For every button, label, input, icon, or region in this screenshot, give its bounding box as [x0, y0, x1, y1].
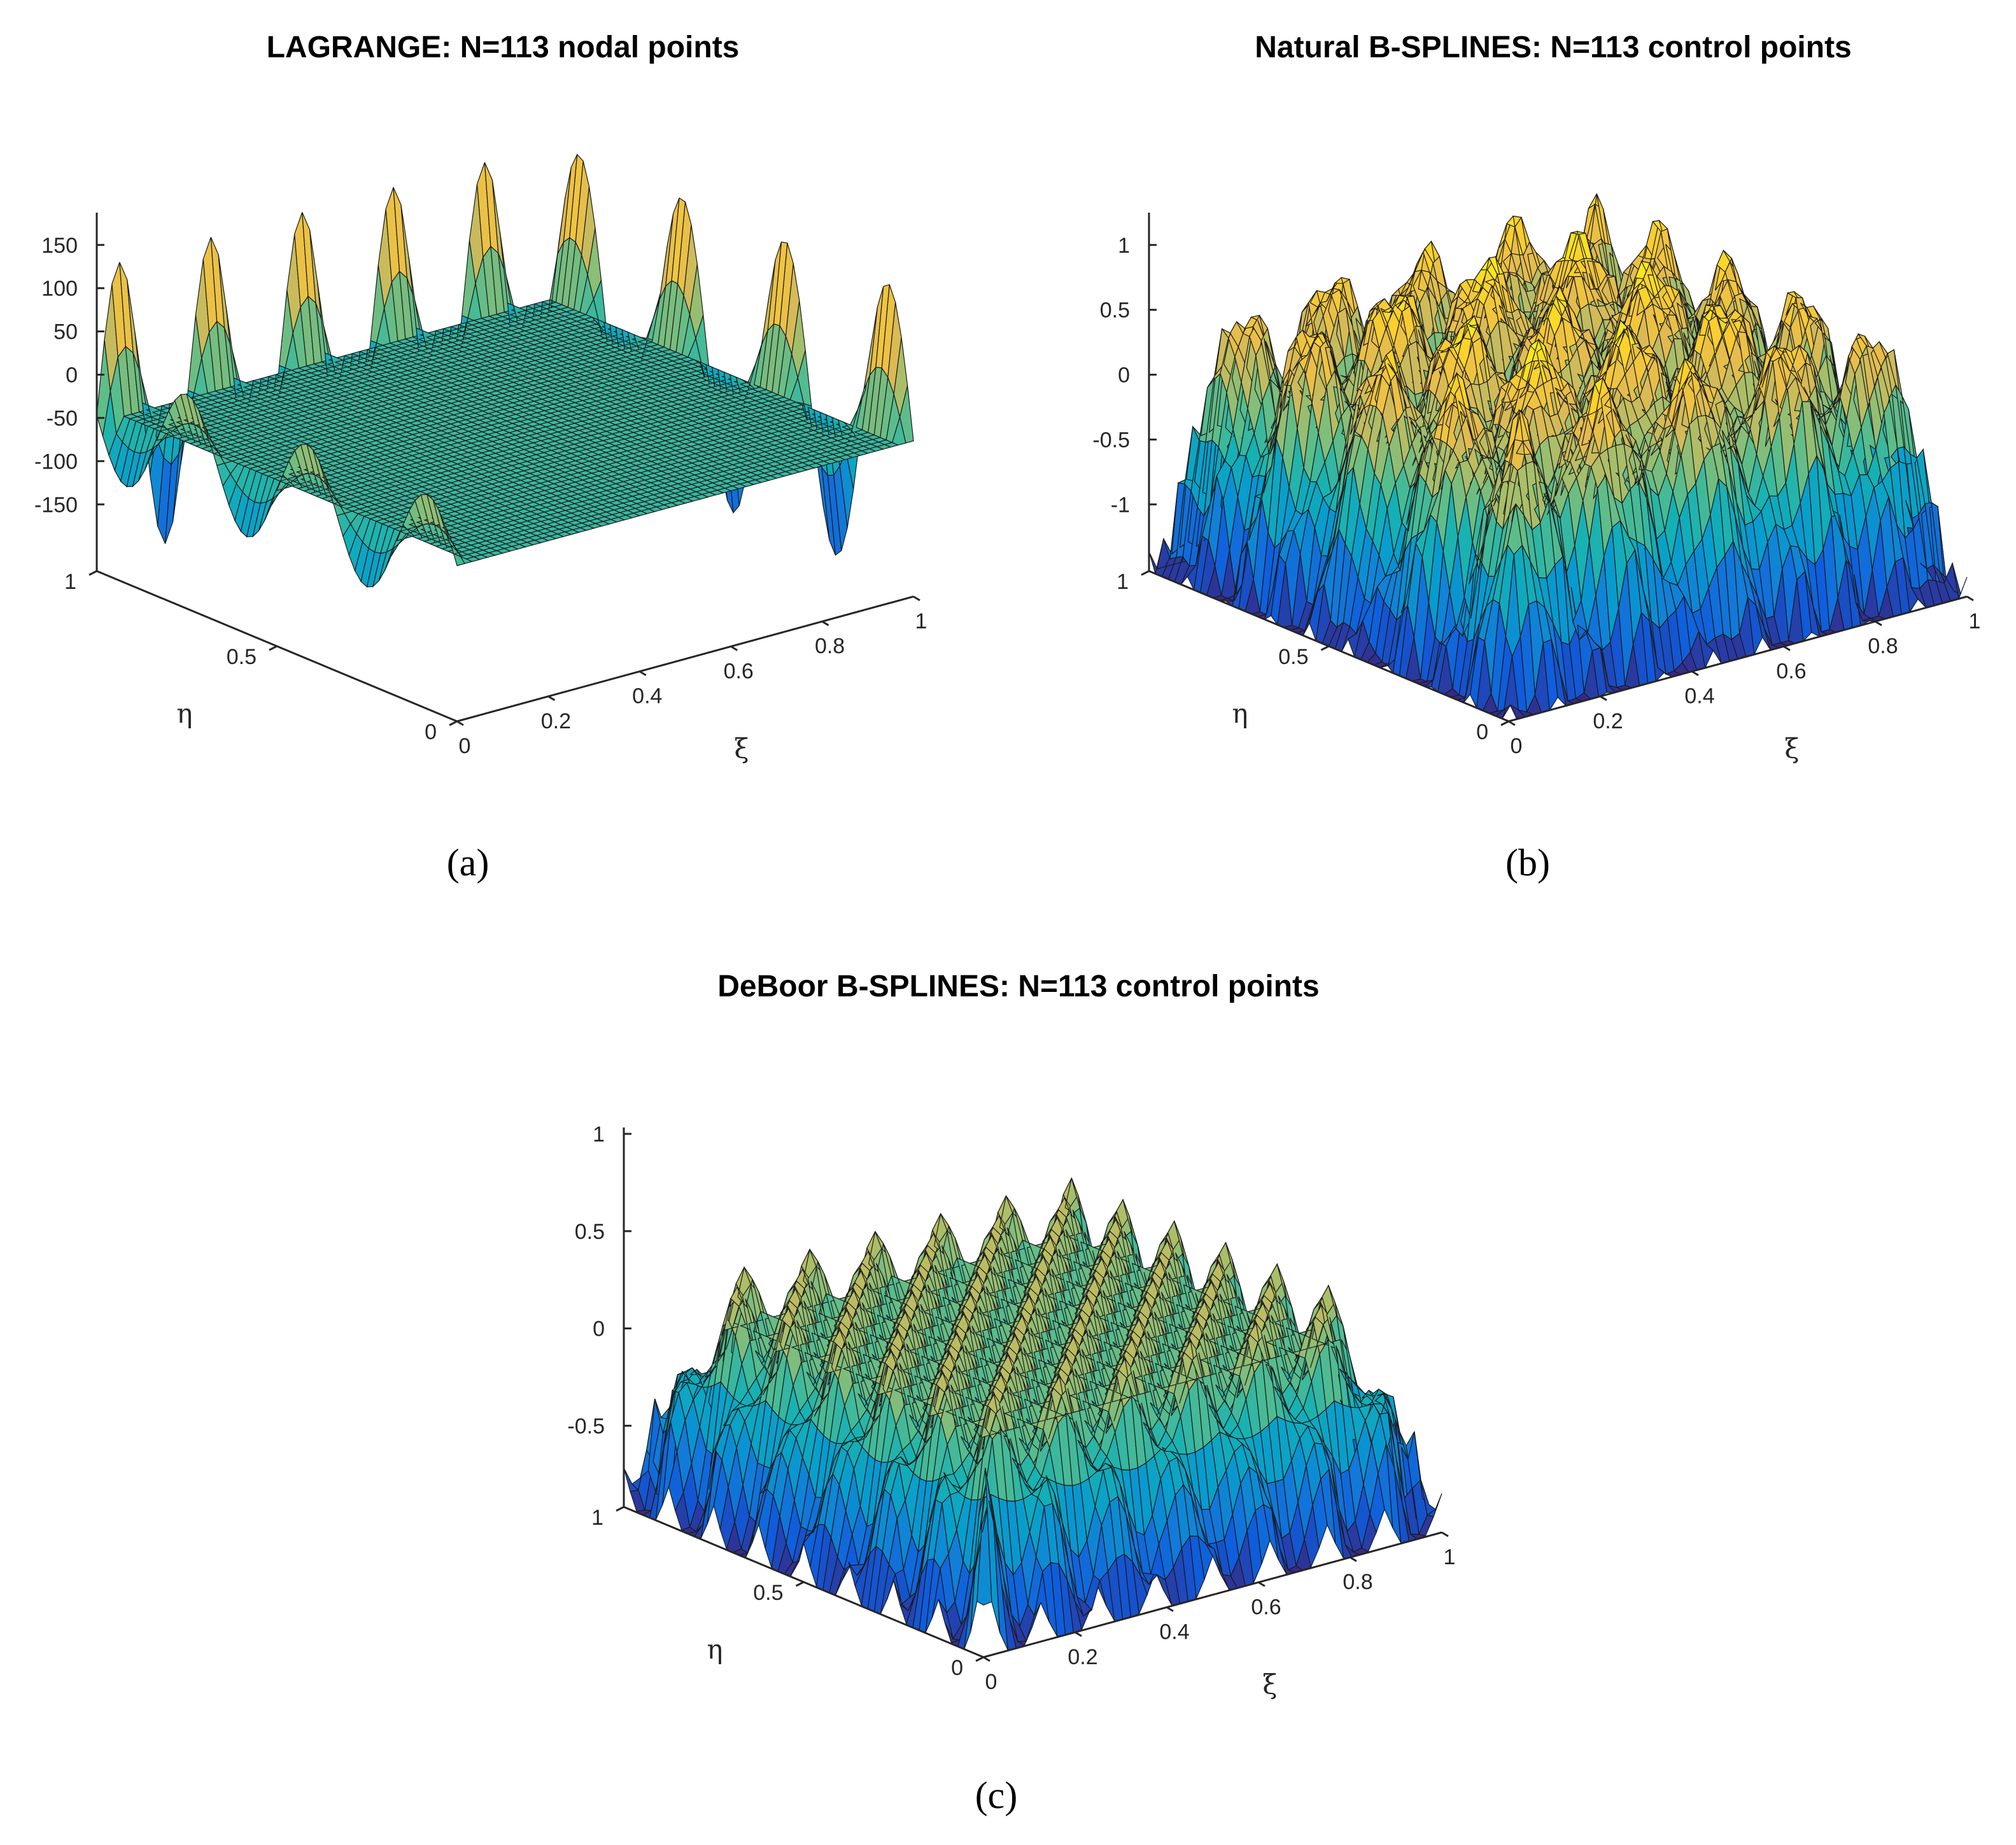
y-tick-mark — [88, 570, 97, 576]
y-tick-label: 1 — [64, 570, 76, 594]
x-axis-line — [456, 595, 914, 723]
x-tick-label: 0.4 — [632, 684, 662, 709]
panel-a: LAGRANGE: N=113 nodal points 0 0.2 0.4 0.6 0… — [34, 31, 927, 884]
y-tick-mark — [269, 645, 278, 651]
panel-b: Natural B-SPLINES: N=113 control points … — [1092, 31, 1980, 884]
panel-a-surface — [96, 153, 914, 588]
y-tick-mark — [449, 720, 458, 726]
z-tick-label: -150 — [34, 493, 78, 517]
x-tick-mark — [821, 620, 829, 626]
x-tick-label: 0 — [459, 734, 471, 758]
panel-a-caption: (a) — [447, 842, 490, 884]
x-tick-mark — [639, 670, 647, 676]
y-tick-label: 0 — [425, 720, 437, 744]
x-tick-mark — [913, 595, 920, 602]
z-tick-label: 150 — [41, 234, 78, 258]
x-tick-label: 0.2 — [541, 709, 571, 733]
x-tick-label: 0.6 — [724, 659, 754, 683]
z-tick-label: 50 — [53, 320, 78, 344]
z-tick-label: 100 — [41, 277, 78, 301]
x-tick-label: 0.8 — [815, 634, 845, 658]
panel-a-xlabel: ξ — [734, 733, 749, 764]
y-tick-label: 0.5 — [227, 645, 257, 669]
z-tick-label: -100 — [34, 449, 78, 474]
panel-b-surface — [1148, 193, 1968, 720]
x-tick-mark — [730, 646, 738, 651]
panel-b-title: Natural B-SPLINES: N=113 control points — [1255, 31, 1852, 64]
panel-a-title: LAGRANGE: N=113 nodal points — [267, 31, 740, 64]
x-tick-mark — [547, 695, 556, 702]
x-tick-label: 1 — [915, 609, 927, 633]
x-tick-mark — [456, 720, 464, 726]
z-tick-label: -50 — [46, 406, 78, 430]
z-tick-label: 0 — [66, 364, 78, 388]
panel-a-ylabel: η — [176, 698, 192, 729]
